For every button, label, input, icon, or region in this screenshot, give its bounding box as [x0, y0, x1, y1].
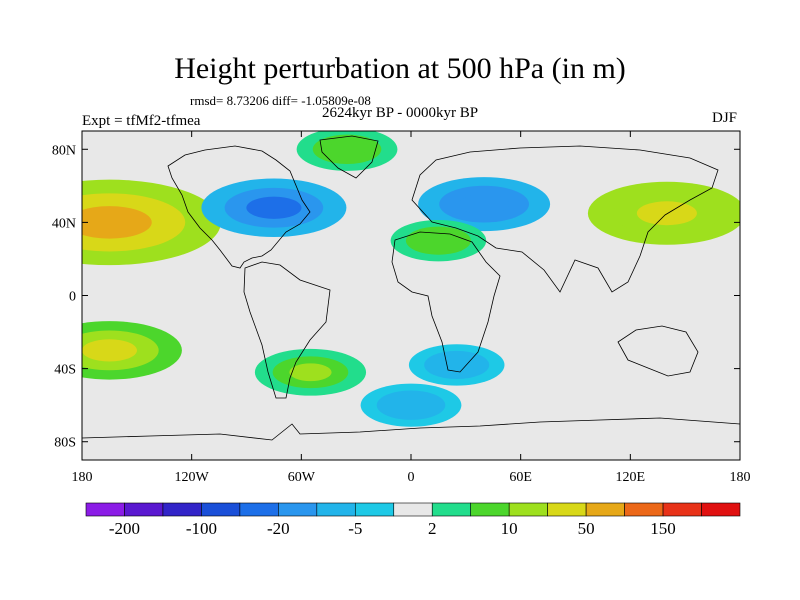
colorbar-label: 10 [501, 519, 518, 538]
colorbar-label: 2 [428, 519, 437, 538]
y-tick-label: 0 [69, 290, 76, 305]
y-axis: 80N 40N 0 40S 80S [52, 143, 740, 451]
coast-north-america [167, 145, 311, 269]
colorbar-swatch [470, 502, 510, 517]
colorbar-swatch [393, 502, 433, 517]
colorbar-label: 150 [650, 519, 676, 538]
colorbar-label: -20 [267, 519, 290, 538]
rmsd-text: rmsd= 8.73206 diff= -1.05809e-08 [190, 93, 371, 108]
colorbar-label: -100 [186, 519, 217, 538]
colorbar-swatch [431, 502, 472, 517]
field-region-core [82, 339, 137, 362]
x-tick-label: 120W [175, 470, 210, 485]
field-region-core [289, 363, 332, 382]
field-region-core [438, 357, 475, 373]
colorbar-label: 50 [578, 519, 595, 538]
colorbar-swatch [162, 502, 202, 517]
colorbar-swatch [508, 502, 548, 517]
x-tick-label: 60W [288, 470, 316, 485]
colorbar-swatch [354, 502, 395, 517]
colorbar-swatch [85, 502, 125, 517]
field-region-core [459, 193, 510, 215]
colorbar-swatch [624, 502, 664, 517]
colorbar-label: -200 [109, 519, 140, 538]
colorbar-swatch [278, 502, 318, 517]
coast-eurasia [411, 145, 719, 293]
colorbar-label: -5 [348, 519, 362, 538]
x-tick-label: 120E [616, 470, 646, 485]
period-text: 2624kyr BP - 0000kyr BP [322, 105, 479, 121]
x-tick-label: 180 [72, 470, 93, 485]
coast-south-america [243, 261, 331, 399]
colorbar-swatch [201, 502, 241, 517]
y-tick-label: 80N [52, 143, 76, 158]
coastlines [82, 135, 740, 441]
experiment-label: Expt = tfMf2-tfmea [82, 113, 201, 129]
colorbar-swatch [547, 502, 587, 517]
field-region-core [391, 396, 431, 414]
colorbar-swatch [239, 502, 279, 517]
field-region-core [82, 206, 152, 239]
colorbar-swatch [316, 502, 356, 517]
x-tick-label: 180 [730, 470, 751, 485]
colorbar-swatch [585, 502, 625, 517]
season-label: DJF [712, 110, 738, 126]
x-tick-label: 60E [509, 470, 532, 485]
field-region-core [327, 141, 367, 158]
y-tick-label: 40S [54, 363, 76, 378]
perturbation-field [82, 131, 740, 427]
y-tick-label: 80S [54, 436, 76, 451]
coast-australia [617, 325, 699, 377]
coast-africa [391, 231, 501, 373]
y-tick-label: 40N [52, 216, 76, 231]
colorbar-swatch [701, 502, 741, 517]
field-region-core [420, 232, 457, 249]
coast-greenland [319, 135, 379, 179]
colorbar: -200 -100 -20 -5 2 10 50 150 [85, 502, 741, 538]
chart-title: Height perturbation at 500 hPa (in m) [174, 52, 626, 85]
field-region-core [246, 196, 302, 219]
x-axis: 180 120W 60W 0 60E 120E 180 [72, 131, 751, 485]
coast-antarctica [82, 417, 740, 441]
field-region-core [636, 201, 697, 226]
colorbar-swatch [662, 502, 702, 517]
x-tick-label: 0 [408, 470, 415, 485]
colorbar-swatch [124, 502, 164, 517]
